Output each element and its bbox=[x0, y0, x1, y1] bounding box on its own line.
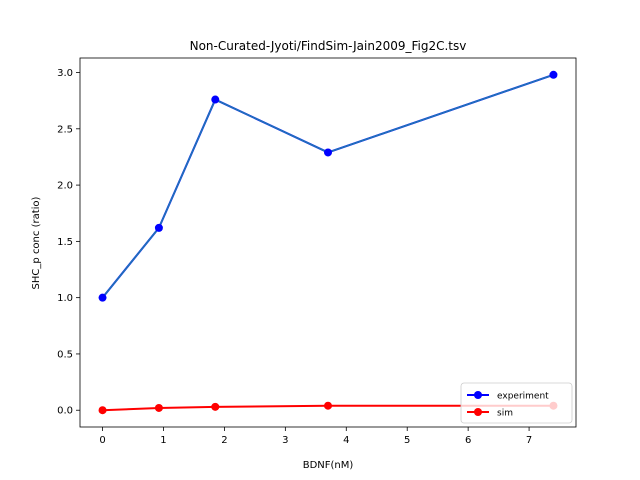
y-tick-label: 0.5 bbox=[57, 349, 73, 360]
plot-area: 0 1 2 3 4 5 6 7 0.0 0.5 1.0 1.5 2.0 2.5 3.0 experiment s… bbox=[57, 57, 577, 446]
x-tick-label: 7 bbox=[526, 435, 532, 446]
x-tick-label: 3 bbox=[282, 435, 288, 446]
y-axis-title: SHC_p conc (ratio) bbox=[31, 196, 42, 289]
chart-title: Non-Curated-Jyoti/FindSim-Jain2009_Fig2C… bbox=[190, 39, 467, 53]
data-point-sim bbox=[324, 401, 332, 410]
x-tick-label: 2 bbox=[221, 435, 227, 446]
x-tick-label: 6 bbox=[465, 435, 471, 446]
plot-frame bbox=[79, 57, 577, 428]
y-tick-label: 1.5 bbox=[57, 237, 73, 248]
data-point-experiment bbox=[154, 223, 163, 232]
y-tick-label: 0.0 bbox=[57, 406, 73, 417]
legend-marker-experiment bbox=[474, 391, 482, 399]
legend-label-sim: sim bbox=[497, 409, 513, 419]
data-point-experiment bbox=[549, 70, 558, 79]
y-tick-label: 1.0 bbox=[57, 293, 73, 304]
y-tick-label: 2.5 bbox=[57, 124, 73, 135]
legend-box bbox=[460, 382, 573, 424]
data-point-experiment bbox=[324, 148, 332, 157]
x-tick-label: 0 bbox=[99, 435, 105, 446]
data-point-sim bbox=[98, 406, 107, 415]
y-tick-label: 2.0 bbox=[57, 181, 73, 192]
data-point-experiment bbox=[211, 95, 220, 104]
x-tick-label: 5 bbox=[404, 435, 410, 446]
x-tick-label: 4 bbox=[343, 435, 349, 446]
legend-label-experiment: experiment bbox=[497, 392, 549, 402]
x-tick-label: 1 bbox=[160, 435, 166, 446]
legend-marker-sim bbox=[474, 408, 482, 416]
data-point-sim bbox=[211, 402, 220, 411]
x-axis-title: BDNF(nM) bbox=[303, 460, 354, 471]
data-point-sim bbox=[154, 403, 163, 412]
y-tick-label: 3.0 bbox=[57, 68, 73, 79]
data-point-experiment bbox=[98, 293, 107, 302]
legend: experiment sim bbox=[460, 382, 573, 424]
